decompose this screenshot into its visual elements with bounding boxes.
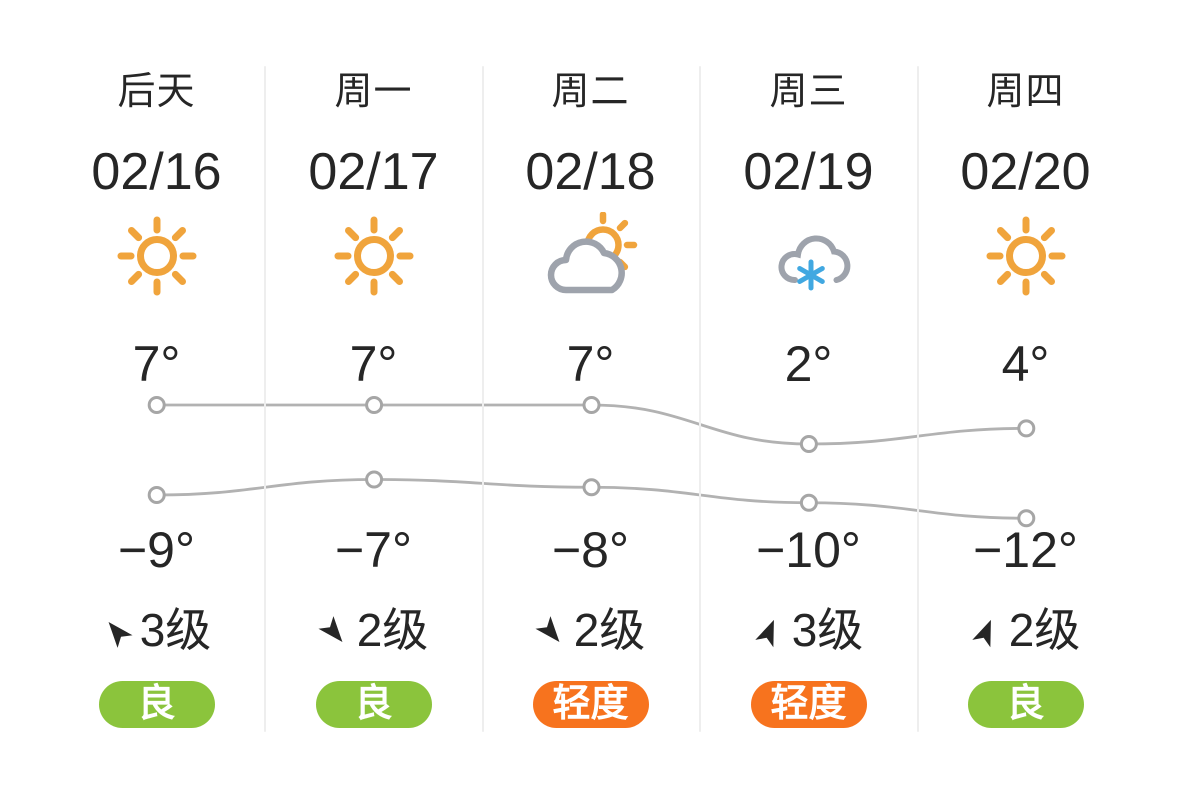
wind-row: 3级 — [48, 606, 265, 654]
wind-row: 3级 — [700, 606, 917, 654]
high-temperature: 2° — [784, 336, 833, 392]
aqi-badge: 轻度 — [750, 681, 867, 728]
day-column-5[interactable]: 周四 02/20 4° −12° 2级 良 — [917, 0, 1134, 800]
column-divider — [482, 66, 484, 732]
aqi-badge: 轻度 — [532, 681, 649, 728]
sunny-icon — [265, 212, 482, 308]
wind-row: 2级 — [482, 606, 699, 654]
day-name: 周二 — [551, 71, 630, 113]
wind-direction-icon — [318, 616, 343, 643]
day-date: 02/19 — [743, 143, 874, 201]
day-column-1[interactable]: 后天 02/16 7° −9° 3级 良 — [48, 0, 265, 800]
wind-direction-icon — [754, 619, 774, 648]
partly-cloudy-icon — [482, 212, 699, 308]
low-temperature: −12° — [973, 522, 1078, 578]
day-date: 02/18 — [525, 143, 656, 201]
low-temperature: −7° — [334, 522, 412, 578]
day-column-2[interactable]: 周一 02/17 7° −7° 2级 良 — [265, 0, 482, 800]
column-divider — [917, 66, 919, 732]
high-temperature: 7° — [132, 336, 181, 392]
aqi-badge: 良 — [98, 681, 215, 728]
high-temperature: 7° — [566, 336, 615, 392]
forecast-grid: 后天 02/16 7° −9° 3级 良 — [48, 0, 1135, 800]
wind-row: 2级 — [917, 606, 1134, 654]
day-date: 02/17 — [308, 143, 439, 201]
aqi-badge: 良 — [315, 681, 432, 728]
day-column-3[interactable]: 周二 02/18 7° −8° 2级 — [482, 0, 699, 800]
wind-level: 2级 — [573, 604, 646, 656]
snow-icon — [700, 212, 917, 308]
column-divider — [699, 66, 701, 732]
wind-level: 2级 — [1008, 604, 1081, 656]
day-name: 周三 — [769, 71, 848, 113]
day-date: 02/16 — [91, 143, 222, 201]
wind-direction-icon — [535, 616, 560, 643]
day-date: 02/20 — [960, 143, 1091, 201]
high-temperature: 4° — [1001, 336, 1050, 392]
wind-level: 2级 — [356, 604, 429, 656]
low-temperature: −8° — [551, 522, 629, 578]
high-temperature: 7° — [349, 336, 398, 392]
wind-direction-icon — [108, 621, 133, 648]
wind-row: 2级 — [265, 606, 482, 654]
low-temperature: −10° — [756, 522, 861, 578]
low-temperature: −9° — [117, 522, 195, 578]
day-name: 周一 — [334, 71, 413, 113]
wind-level: 3级 — [791, 604, 864, 656]
sunny-icon — [48, 212, 265, 308]
column-divider — [264, 66, 266, 732]
day-column-4[interactable]: 周三 02/19 2° −10° 3级 轻度 — [700, 0, 917, 800]
wind-direction-icon — [971, 619, 991, 648]
day-name: 后天 — [117, 71, 196, 113]
sunny-icon — [917, 212, 1134, 308]
aqi-badge: 良 — [967, 681, 1084, 728]
wind-level: 3级 — [139, 604, 212, 656]
day-name: 周四 — [986, 71, 1065, 113]
